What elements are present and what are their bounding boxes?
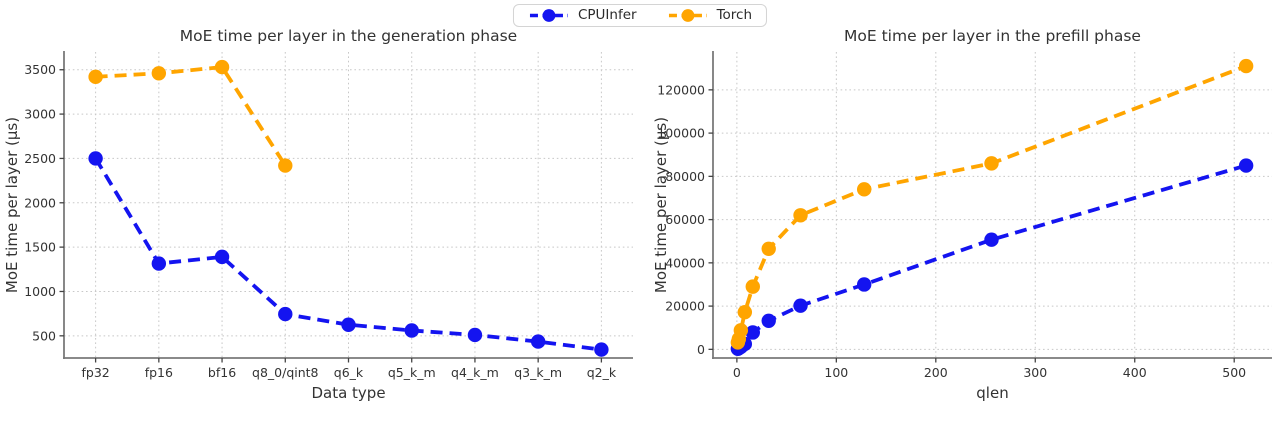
y-tick-label: 2500 (24, 151, 56, 166)
data-point-marker (151, 256, 167, 271)
y-tick-label: 80000 (665, 169, 705, 184)
x-tick-label: fp32 (81, 365, 109, 380)
torch-line-marker-icon (668, 9, 707, 22)
data-point-marker (745, 279, 760, 294)
series-cpuinfer (88, 151, 609, 357)
x-tick-label: 0 (733, 365, 741, 380)
grid (713, 52, 1272, 358)
series-torch (730, 58, 1254, 350)
legend: CPUInfer Torch (512, 4, 768, 27)
x-tick-label: bf16 (208, 365, 236, 380)
y-tick-label: 500 (32, 328, 56, 343)
data-point-marker (278, 306, 293, 322)
series-cpuinfer (730, 158, 1254, 357)
y-tick-label: 20000 (665, 299, 705, 314)
y-tick-label: 3500 (24, 62, 56, 77)
chart-prefill-phase: 0 100 200 300 400 500 0 20000 40000 60000 80000 100… (652, 27, 1272, 402)
y-tick-label: 2000 (24, 195, 56, 210)
data-point-marker (793, 208, 808, 223)
x-tick-label: q8_0/qint8 (252, 365, 319, 380)
data-point-marker (341, 317, 356, 332)
y-axis-label: MoE time per layer (µs) (3, 117, 21, 293)
series-line (736, 163, 1247, 351)
cpuinfer-line-marker-icon (529, 9, 568, 22)
data-point-marker (1238, 58, 1254, 74)
y-axis-ticks: 0 20000 40000 60000 80000 100000 120000 (657, 82, 713, 357)
x-tick-label: q5_k_m (388, 365, 436, 380)
series-line (93, 157, 602, 352)
data-point-marker (214, 249, 230, 265)
x-tick-label: 100 (824, 365, 848, 380)
data-point-marker (1238, 158, 1254, 173)
x-tick-label: fp16 (145, 365, 173, 380)
data-point-marker (856, 182, 872, 197)
x-axis-label: qlen (976, 384, 1008, 402)
chart-title: MoE time per layer in the generation pha… (180, 27, 517, 45)
x-tick-label: q3_k_m (514, 365, 562, 380)
y-tick-label: 1500 (24, 240, 56, 255)
data-point-marker (151, 66, 167, 81)
x-axis-ticks: 0 100 200 300 400 500 (733, 358, 1246, 380)
x-tick-label: q6_k (334, 365, 364, 380)
data-point-marker (733, 323, 749, 338)
grid (64, 52, 633, 358)
data-point-marker (761, 313, 776, 329)
y-tick-label: 100000 (657, 126, 705, 141)
data-point-marker (214, 59, 230, 75)
data-point-marker (737, 304, 753, 320)
x-tick-label: q4_k_m (451, 365, 499, 380)
data-point-marker (530, 334, 546, 349)
y-tick-label: 0 (697, 342, 705, 357)
chart-generation-phase: fp32 fp16 bf16 q8_0/qint8 q6_k q5_k_m q4_k_m q3… (3, 27, 633, 402)
y-tick-label: 1000 (24, 284, 56, 299)
legend-item-torch: Torch (667, 8, 752, 23)
y-axis-label: MoE time per layer (µs) (652, 117, 670, 293)
x-tick-label: q2_k (587, 365, 617, 380)
data-point-marker (856, 277, 872, 292)
data-point-marker (761, 241, 776, 256)
data-point-marker (984, 156, 999, 171)
series-line (95, 65, 287, 167)
data-point-marker (984, 232, 999, 247)
y-tick-label: 60000 (665, 212, 705, 227)
data-point-marker (594, 342, 609, 357)
data-point-marker (467, 327, 483, 343)
legend-item-cpuinfer: CPUInfer (528, 8, 637, 23)
y-axis-ticks: 500 1000 1500 2000 2500 3000 3500 (24, 62, 64, 343)
x-axis-label: Data type (311, 384, 385, 402)
x-axis-ticks: fp32 fp16 bf16 q8_0/qint8 q6_k q5_k_m q4_k_m q3… (81, 358, 617, 380)
data-point-marker (278, 158, 293, 173)
legend-label-torch: Torch (716, 7, 753, 24)
legend-label-cpuinfer: CPUInfer (577, 7, 637, 24)
x-tick-label: 200 (924, 365, 948, 380)
data-point-marker (745, 325, 760, 340)
data-point-marker (88, 69, 103, 85)
chart-title: MoE time per layer in the prefill phase (844, 27, 1141, 45)
spines (712, 51, 1272, 359)
x-tick-label: 300 (1023, 365, 1047, 380)
series-line (736, 64, 1247, 343)
y-tick-label: 3000 (24, 107, 56, 122)
x-tick-label: 400 (1123, 365, 1147, 380)
y-tick-label: 40000 (665, 255, 705, 270)
data-point-marker (404, 323, 419, 338)
data-point-marker (793, 298, 808, 313)
y-tick-label: 120000 (657, 82, 705, 97)
series-torch (88, 59, 293, 173)
x-tick-label: 500 (1222, 365, 1246, 380)
data-point-marker (88, 151, 103, 166)
